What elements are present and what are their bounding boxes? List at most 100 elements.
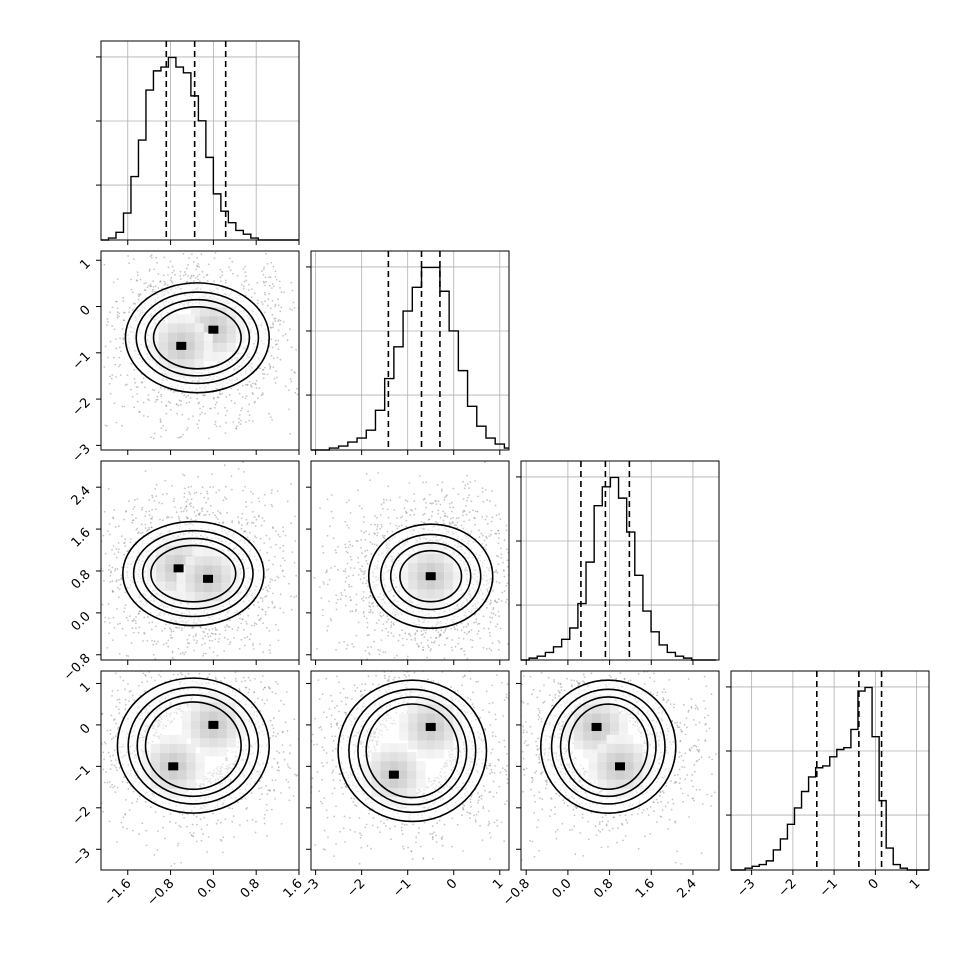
scatter-point xyxy=(357,621,360,624)
scatter-point xyxy=(491,616,494,619)
scatter-point xyxy=(253,604,255,607)
scatter-point xyxy=(274,320,276,323)
scatter-point xyxy=(206,492,209,495)
scatter-point xyxy=(457,493,460,496)
scatter-point xyxy=(254,383,257,386)
scatter-point xyxy=(145,282,147,284)
scatter-point xyxy=(65,787,67,789)
scatter-point xyxy=(170,277,173,279)
scatter-point xyxy=(104,616,107,619)
scatter-point xyxy=(275,543,277,546)
scatter-point xyxy=(285,691,288,693)
scatter-point xyxy=(258,606,260,609)
scatter-point xyxy=(167,516,170,519)
scatter-point xyxy=(204,247,206,249)
scatter-point xyxy=(287,766,290,768)
scatter-point xyxy=(160,393,163,396)
scatter-point xyxy=(261,600,264,602)
scatter-point xyxy=(339,598,342,601)
scatter-point xyxy=(260,524,263,527)
scatter-point xyxy=(305,388,307,390)
scatter-point xyxy=(150,676,153,679)
scatter-point xyxy=(201,644,203,646)
scatter-point xyxy=(106,317,109,320)
scatter-point xyxy=(416,630,419,633)
scatter-point xyxy=(349,596,352,598)
scatter-point xyxy=(236,274,239,277)
scatter-point xyxy=(163,627,166,630)
scatter-point xyxy=(255,623,258,625)
scatter-point xyxy=(232,421,235,423)
scatter-point xyxy=(263,266,265,269)
scatter-point xyxy=(266,834,268,837)
scatter-point xyxy=(335,594,338,597)
scatter-point xyxy=(133,618,135,620)
scatter-point xyxy=(387,631,390,633)
scatter-point xyxy=(203,514,205,517)
scatter-point xyxy=(387,485,390,488)
scatter-point xyxy=(301,554,303,556)
scatter-point xyxy=(264,596,266,598)
scatter-point xyxy=(453,524,456,526)
scatter-point xyxy=(370,646,372,648)
scatter-point xyxy=(284,559,286,562)
scatter-point xyxy=(374,532,376,535)
scatter-point xyxy=(153,854,156,856)
scatter-point xyxy=(125,654,128,657)
scatter-point xyxy=(95,335,97,337)
scatter-point xyxy=(256,299,259,302)
scatter-point xyxy=(263,817,266,820)
scatter-point xyxy=(122,249,124,251)
scatter-point xyxy=(335,608,338,611)
scatter-point xyxy=(149,517,152,520)
scatter-point xyxy=(258,514,260,517)
scatter-point xyxy=(414,639,417,641)
scatter-point xyxy=(214,633,217,635)
scatter-point xyxy=(144,527,147,529)
scatter-point xyxy=(321,545,324,548)
scatter-point xyxy=(264,284,266,287)
scatter-point xyxy=(231,520,234,522)
scatter-point xyxy=(192,835,195,838)
scatter-point xyxy=(91,763,93,765)
scatter-point xyxy=(518,563,520,565)
scatter-point xyxy=(89,800,91,802)
scatter-point xyxy=(372,601,374,604)
scatter-point xyxy=(494,532,497,535)
scatter-point xyxy=(136,527,139,530)
scatter-point xyxy=(285,778,288,781)
scatter-point xyxy=(260,681,262,683)
scatter-point xyxy=(463,650,465,653)
scatter-point xyxy=(323,583,326,585)
scatter-point xyxy=(96,550,98,552)
scatter-point xyxy=(240,622,243,625)
scatter-point xyxy=(266,809,268,812)
scatter-point xyxy=(91,570,93,572)
scatter-point xyxy=(221,271,224,273)
scatter-point xyxy=(164,479,167,482)
scatter-point xyxy=(187,642,189,644)
scatter-point xyxy=(451,639,453,641)
scatter-point xyxy=(231,272,234,275)
scatter-point xyxy=(276,732,279,735)
scatter-point xyxy=(118,315,120,318)
scatter-point xyxy=(273,606,275,609)
scatter-point xyxy=(373,640,375,643)
scatter-point xyxy=(440,490,443,492)
scatter-point xyxy=(444,512,446,515)
scatter-point xyxy=(433,640,436,643)
scatter-point xyxy=(506,598,508,601)
scatter-point xyxy=(243,628,245,631)
scatter-point xyxy=(113,626,116,629)
scatter-point xyxy=(171,281,174,284)
scatter-point xyxy=(463,653,466,656)
scatter-point xyxy=(138,294,141,297)
scatter-point xyxy=(243,285,245,288)
scatter-point xyxy=(335,551,338,554)
scatter-point xyxy=(241,618,244,621)
scatter-point xyxy=(208,628,211,631)
scatter-point xyxy=(251,288,253,290)
scatter-point xyxy=(110,377,113,380)
scatter-point xyxy=(210,242,212,244)
scatter-point xyxy=(180,672,182,674)
